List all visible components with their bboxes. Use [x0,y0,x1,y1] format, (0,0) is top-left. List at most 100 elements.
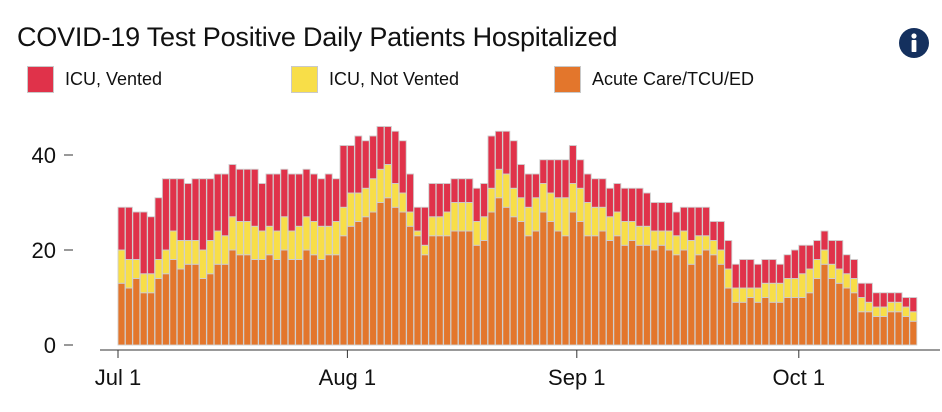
bar-acute-care-tcu-ed-day-46 [450,230,459,346]
bar-icu-not-vented-day-49 [472,221,481,246]
bar-icu-vented-day-84 [731,263,740,289]
bar-icu-not-vented-day-83 [724,268,733,289]
legend-item-acute-care[interactable]: Acute Care/TCU/ED [554,64,754,94]
bar-acute-care-tcu-ed-day-101 [857,311,866,346]
bar-acute-care-tcu-ed-day-88 [761,297,770,346]
bar-icu-vented-day-30 [332,178,341,222]
bar-acute-care-tcu-ed-day-96 [820,263,829,346]
bar-icu-vented-day-81 [709,221,718,241]
bar-icu-not-vented-day-51 [487,187,496,213]
bar-acute-care-tcu-ed-day-94 [805,292,814,346]
bar-acute-care-tcu-ed-day-84 [731,301,740,346]
bar-icu-vented-day-87 [753,263,762,289]
bar-icu-vented-day-105 [887,292,896,303]
bar-acute-care-tcu-ed-day-102 [864,311,873,346]
bar-acute-care-tcu-ed-day-92 [790,297,799,346]
bar-acute-care-tcu-ed-day-69 [620,244,629,346]
bar-acute-care-tcu-ed-day-40 [406,225,415,346]
bar-acute-care-tcu-ed-day-91 [783,297,792,346]
bar-icu-vented-day-80 [702,206,711,237]
bar-acute-care-tcu-ed-day-59 [546,221,555,346]
bar-icu-not-vented-day-47 [457,202,466,232]
bar-icu-not-vented-day-68 [613,211,622,237]
bar-acute-care-tcu-ed-day-87 [753,301,762,346]
bar-acute-care-tcu-ed-day-51 [487,211,496,346]
bar-icu-vented-day-72 [642,192,651,227]
bar-icu-vented-day-73 [650,202,659,232]
bar-icu-not-vented-day-43 [428,216,437,237]
bar-acute-care-tcu-ed-day-11 [191,263,200,346]
bar-icu-vented-day-33 [354,135,363,194]
bar-icu-vented-day-96 [820,230,829,251]
bar-icu-vented-day-12 [198,178,207,251]
bar-icu-vented-day-86 [746,259,755,289]
legend-item-icu-vented[interactable]: ICU, Vented [27,64,162,94]
chart-title: COVID-19 Test Positive Daily Patients Ho… [17,22,618,52]
bar-icu-not-vented-day-63 [576,187,585,222]
bar-icu-vented-day-70 [628,187,637,222]
legend-item-icu-not-vented[interactable]: ICU, Not Vented [291,64,459,94]
bar-icu-not-vented-day-2 [124,259,133,289]
bar-acute-care-tcu-ed-day-31 [339,235,348,346]
info-icon[interactable] [898,27,930,59]
bar-icu-vented-day-61 [561,159,570,199]
bar-icu-vented-day-14 [213,173,222,232]
bar-icu-vented-day-25 [295,173,304,227]
bar-acute-care-tcu-ed-day-66 [598,230,607,346]
bar-icu-not-vented-day-103 [872,306,881,317]
bar-icu-not-vented-day-31 [339,206,348,237]
bar-icu-vented-day-46 [450,178,459,203]
bar-icu-not-vented-day-86 [746,287,755,298]
bar-icu-not-vented-day-77 [679,230,688,251]
bar-icu-vented-day-52 [494,130,503,170]
bar-acute-care-tcu-ed-day-38 [391,206,400,346]
bar-acute-care-tcu-ed-day-81 [709,254,718,346]
bar-icu-not-vented-day-30 [332,221,341,256]
bar-acute-care-tcu-ed-day-16 [228,249,237,346]
bar-icu-not-vented-day-50 [480,216,489,241]
bar-icu-vented-day-93 [798,244,807,275]
bar-acute-care-tcu-ed-day-77 [679,249,688,346]
bar-acute-care-tcu-ed-day-37 [383,197,392,346]
bar-icu-vented-day-76 [672,211,681,237]
bar-icu-vented-day-49 [472,187,481,222]
bar-icu-not-vented-day-34 [361,187,370,218]
bar-icu-vented-day-99 [842,254,851,275]
bar-icu-vented-day-37 [383,126,392,165]
bar-acute-care-tcu-ed-day-43 [428,235,437,346]
bar-icu-vented-day-41 [413,206,422,232]
bar-icu-vented-day-107 [901,297,910,308]
legend-swatch-icu-not-vented [291,65,318,93]
bar-icu-vented-day-82 [716,221,725,251]
bar-acute-care-tcu-ed-day-2 [124,287,133,346]
bar-icu-not-vented-day-26 [302,216,311,251]
bar-icu-vented-day-56 [524,173,533,208]
bar-icu-not-vented-day-85 [739,287,748,303]
bar-acute-care-tcu-ed-day-78 [687,263,696,346]
bar-icu-not-vented-day-102 [864,301,873,313]
bar-icu-not-vented-day-94 [805,268,814,294]
bar-icu-not-vented-day-11 [191,240,200,265]
bar-icu-not-vented-day-39 [398,192,407,213]
bar-acute-care-tcu-ed-day-62 [568,211,577,346]
bar-icu-not-vented-day-66 [598,206,607,232]
bar-icu-not-vented-day-16 [228,216,237,251]
bar-acute-care-tcu-ed-day-9 [176,268,185,346]
bar-layer [117,126,918,346]
bar-icu-not-vented-day-70 [628,221,637,241]
bar-icu-not-vented-day-22 [272,230,281,260]
x-tick-label-sep-1: Sep 1 [548,365,606,390]
bar-icu-vented-day-58 [539,159,548,184]
bar-acute-care-tcu-ed-day-47 [457,230,466,346]
bar-icu-vented-day-94 [805,244,814,270]
bar-icu-vented-day-85 [739,259,748,289]
bar-acute-care-tcu-ed-day-25 [295,259,304,346]
bar-icu-not-vented-day-97 [827,263,836,279]
bar-icu-vented-day-36 [376,126,385,170]
bar-acute-care-tcu-ed-day-74 [657,244,666,346]
bar-icu-not-vented-day-93 [798,273,807,298]
bar-acute-care-tcu-ed-day-29 [324,254,333,346]
bar-icu-not-vented-day-101 [857,297,866,313]
bar-icu-vented-day-29 [324,173,333,227]
bar-acute-care-tcu-ed-day-50 [480,240,489,346]
